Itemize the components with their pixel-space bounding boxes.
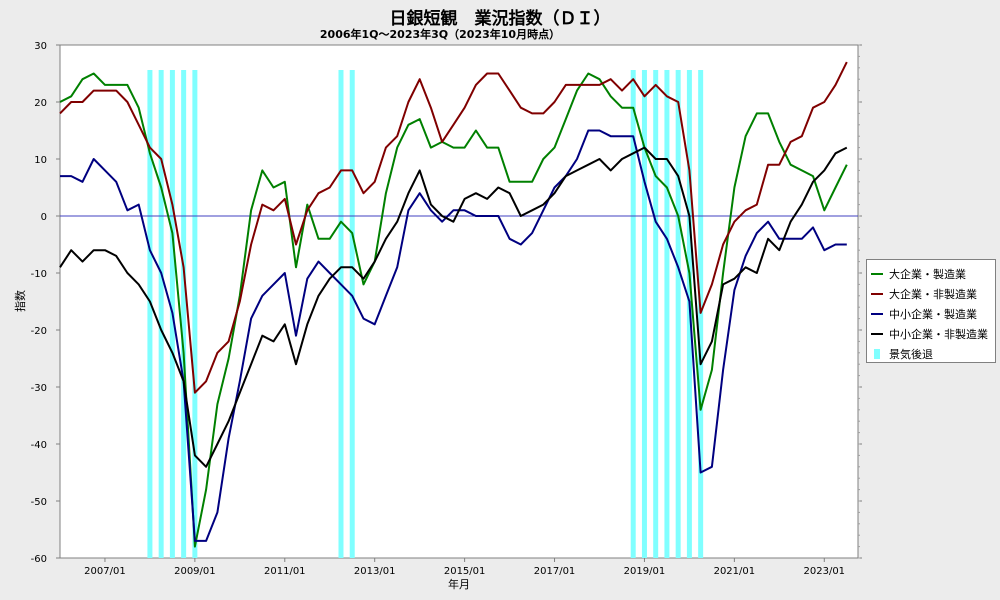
- recession-band: [664, 70, 670, 558]
- legend-label: 大企業・非製造業: [889, 288, 977, 301]
- recession-band: [653, 70, 659, 558]
- recession-band: [630, 70, 636, 558]
- y-tick-label: -40: [31, 440, 47, 451]
- recession-band: [158, 70, 164, 558]
- recession-band: [192, 70, 198, 558]
- legend-label: 景気後退: [889, 348, 933, 361]
- legend-swatch: [871, 273, 883, 275]
- y-axis-label: 指数: [13, 290, 27, 312]
- legend-label: 中小企業・製造業: [889, 308, 977, 321]
- recession-band: [698, 70, 704, 558]
- recession-band: [338, 70, 344, 558]
- chart-subtitle: 2006年1Q～2023年3Q（2023年10月時点）: [319, 28, 561, 41]
- series-line: [59, 61, 848, 394]
- y-tick-label: -30: [31, 383, 47, 394]
- legend-item: 景気後退: [871, 344, 995, 364]
- y-tick-label: -50: [31, 497, 47, 508]
- x-tick-label: 2007/01: [84, 566, 126, 577]
- y-tick-label: 30: [34, 41, 47, 52]
- y-axis: 30 20 10 0 -10 -20 -30 -40 -50 -60: [31, 41, 862, 565]
- y-tick-label: -60: [31, 554, 47, 565]
- legend-item: 大企業・製造業: [871, 264, 995, 284]
- legend-swatch: [874, 349, 880, 359]
- x-tick-label: 2017/01: [534, 566, 576, 577]
- x-tick-label: 2015/01: [444, 566, 486, 577]
- series-lines: [59, 61, 848, 548]
- x-tick-label: 2011/01: [264, 566, 306, 577]
- legend-label: 大企業・製造業: [889, 268, 966, 281]
- legend-item: 中小企業・製造業: [871, 304, 995, 324]
- x-tick-label: 2009/01: [174, 566, 216, 577]
- recession-band: [181, 70, 187, 558]
- x-tick-label: 2023/01: [804, 566, 846, 577]
- chart-title: 日銀短観 業況指数（ＤＩ）: [389, 9, 611, 29]
- x-tick-label: 2013/01: [354, 566, 396, 577]
- recession-band: [675, 70, 681, 558]
- recession-band: [641, 70, 647, 558]
- legend: 大企業・製造業 大企業・非製造業 中小企業・製造業 中小企業・非製造業 景気後退: [866, 259, 996, 363]
- legend-label: 中小企業・非製造業: [889, 328, 988, 341]
- y-tick-label: -10: [31, 269, 47, 280]
- y-tick-label: -20: [31, 326, 47, 337]
- y-tick-label: 10: [34, 155, 47, 166]
- x-axis: 2007/01 2009/01 2011/01 2013/01 2015/01 2017/…: [84, 558, 845, 577]
- legend-swatch: [871, 313, 883, 315]
- x-axis-label: 年月: [448, 577, 470, 591]
- x-tick-label: 2021/01: [714, 566, 756, 577]
- recession-band: [147, 70, 153, 558]
- y-tick-label: 20: [34, 98, 47, 109]
- legend-swatch: [871, 293, 883, 295]
- legend-swatch: [871, 333, 883, 335]
- x-tick-label: 2019/01: [624, 566, 666, 577]
- y-tick-label: 0: [41, 212, 47, 223]
- legend-item: 大企業・非製造業: [871, 284, 995, 304]
- recession-band: [349, 70, 355, 558]
- series-line: [60, 129, 847, 542]
- series-line: [59, 146, 848, 468]
- legend-item: 中小企業・非製造業: [871, 324, 995, 344]
